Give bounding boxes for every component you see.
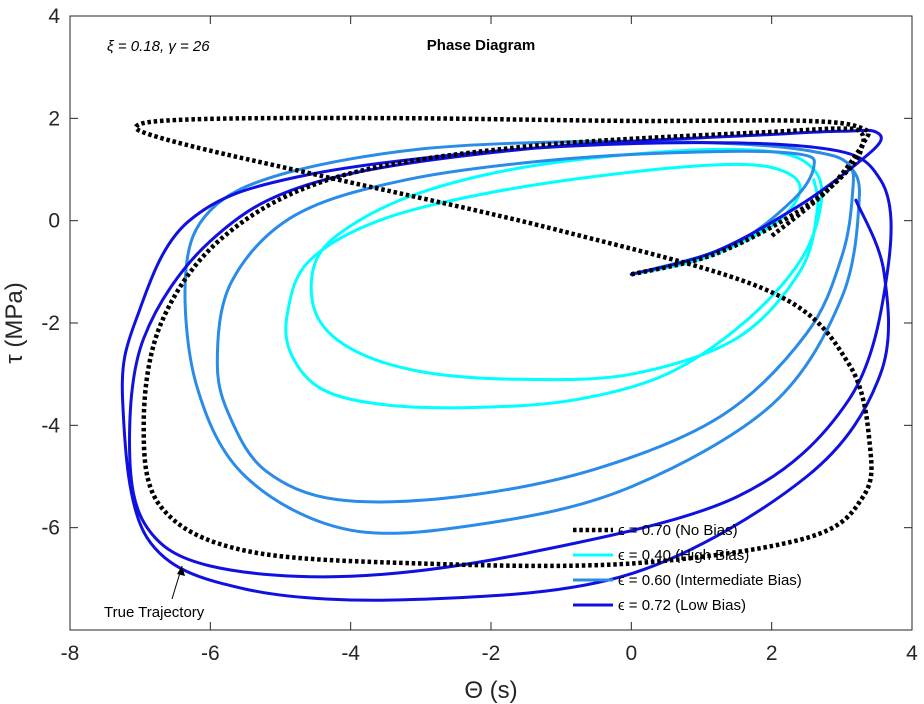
- x-axis-label: Θ (s): [464, 677, 517, 704]
- annotation-text: True Trajectory: [104, 604, 205, 621]
- series-line-3: [120, 128, 893, 602]
- y-tick-label: -2: [41, 312, 60, 335]
- axis-ticks: -8 -6 -4 -2 0 2 4 -6 -4 -2 0 2 4: [41, 5, 918, 665]
- y-tick-label: -4: [41, 414, 60, 437]
- annotation-arrowhead: [177, 566, 185, 576]
- legend-label: ϵ = 0.72 (Low Bias): [618, 597, 746, 614]
- legend: ϵ = 0.70 (No Bias) ϵ = 0.40 (High Bias) ϵ …: [573, 522, 802, 614]
- y-tick-label: -6: [41, 517, 60, 540]
- x-tick-label: 4: [906, 642, 918, 665]
- x-tick-label: 2: [766, 642, 778, 665]
- parameters-text: ξ = 0.18, γ = 26: [107, 38, 210, 55]
- y-axis-label: τ (MPa): [1, 282, 28, 363]
- chart-title: Phase Diagram: [427, 37, 535, 54]
- plot-area: [69, 15, 913, 631]
- x-tick-label: -4: [341, 642, 360, 665]
- series-layer: [120, 115, 893, 602]
- true-trajectory-annotation: True Trajectory: [104, 565, 205, 621]
- x-tick-label: -2: [482, 642, 501, 665]
- y-tick-label: 0: [48, 210, 60, 233]
- legend-label: ϵ = 0.60 (Intermediate Bias): [618, 572, 802, 589]
- x-tick-label: -6: [201, 642, 220, 665]
- legend-label: ϵ = 0.70 (No Bias): [618, 522, 738, 539]
- series-line-2: [183, 139, 861, 535]
- legend-label: ϵ = 0.40 (High Bias): [618, 547, 749, 564]
- y-tick-label: 2: [48, 107, 60, 130]
- x-tick-label: -8: [61, 642, 80, 665]
- y-tick-label: 4: [48, 5, 60, 28]
- series-line-1: [284, 148, 824, 410]
- series-line-0: [133, 115, 874, 569]
- x-tick-label: 0: [625, 642, 637, 665]
